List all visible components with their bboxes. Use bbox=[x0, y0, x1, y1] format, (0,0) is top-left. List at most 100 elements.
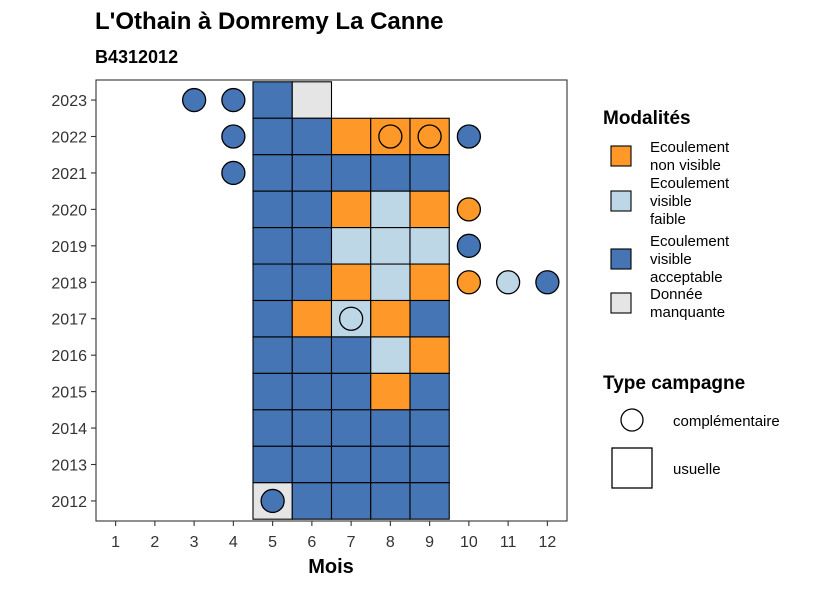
heatmap-cell bbox=[252, 372, 293, 411]
heatmap-cell bbox=[370, 190, 411, 229]
y-tick-label: 2023 bbox=[51, 93, 87, 110]
x-tick-label: 10 bbox=[460, 534, 478, 551]
campaign-point bbox=[181, 87, 207, 113]
heatmap-cell bbox=[409, 227, 450, 265]
campaign-point bbox=[456, 233, 482, 258]
heatmap-cell bbox=[330, 190, 372, 229]
heatmap-cell bbox=[252, 227, 293, 265]
campaign-point bbox=[495, 270, 521, 295]
campaign-point bbox=[535, 270, 560, 295]
heatmap-cell bbox=[370, 409, 411, 447]
y-tick-label: 2018 bbox=[51, 275, 87, 292]
heatmap-cell bbox=[370, 263, 411, 302]
heatmap-cell bbox=[291, 81, 333, 119]
heatmap-cell bbox=[252, 299, 293, 338]
heatmap-cell bbox=[252, 263, 293, 302]
y-tick-label: 2017 bbox=[51, 312, 87, 329]
x-tick-label: 7 bbox=[347, 534, 356, 551]
y-tick-label: 2012 bbox=[51, 494, 87, 511]
legend-label: visible bbox=[650, 193, 692, 210]
x-tick-label: 9 bbox=[425, 534, 434, 551]
campaign-points bbox=[181, 87, 560, 514]
heatmap-cell bbox=[291, 227, 333, 265]
campaign-point bbox=[456, 124, 482, 149]
legend-label: complémentaire bbox=[673, 413, 780, 430]
legend-label: Ecoulement bbox=[650, 175, 730, 192]
x-tick-label: 2 bbox=[150, 534, 159, 551]
campaign-point bbox=[221, 124, 246, 149]
x-tick-label: 12 bbox=[538, 534, 556, 551]
legend-key-ecoulement-non-visible bbox=[610, 145, 632, 167]
heatmap-cell bbox=[291, 263, 333, 302]
heatmap-cell bbox=[291, 117, 333, 156]
x-tick-label: 4 bbox=[229, 534, 238, 551]
heatmap-cell bbox=[409, 336, 450, 374]
legend-key-circle bbox=[620, 408, 644, 432]
legend-label: Ecoulement bbox=[650, 233, 730, 250]
heatmap-cell bbox=[330, 227, 372, 265]
heatmap-cell bbox=[409, 154, 450, 192]
heatmap-cell bbox=[252, 190, 293, 229]
heatmap-cell bbox=[330, 409, 372, 447]
legend-key-donnee-manquante bbox=[610, 292, 632, 314]
x-tick-label: 3 bbox=[190, 534, 199, 551]
y-tick-label: 2013 bbox=[51, 458, 87, 475]
legend-label: acceptable bbox=[650, 269, 723, 286]
heatmap-cell bbox=[409, 409, 450, 447]
plot-panel-border bbox=[95, 79, 568, 522]
x-axis-title: Mois bbox=[308, 556, 354, 578]
y-tick-label: 2016 bbox=[51, 348, 87, 365]
campaign-point bbox=[221, 87, 246, 113]
chart-title: L'Othain à Domremy La Canne bbox=[95, 8, 443, 35]
heatmap-cell bbox=[291, 299, 333, 338]
heatmap-cell bbox=[330, 336, 372, 374]
heatmap-cell bbox=[409, 263, 450, 302]
heatmap-cells bbox=[252, 81, 450, 520]
legend-label: manquante bbox=[650, 304, 725, 321]
heatmap-cell bbox=[291, 482, 333, 520]
heatmap-cell bbox=[330, 445, 372, 484]
y-axis: 2012 2013 2014 2015 2016 2017 2018 2019 2020 2021… bbox=[51, 93, 96, 511]
legend-label: visible bbox=[650, 251, 692, 268]
campaign-point bbox=[221, 160, 246, 186]
heatmap-cell bbox=[409, 299, 450, 338]
heatmap-cell bbox=[370, 154, 411, 192]
legend-key-ecoulement-visible-faible bbox=[610, 190, 632, 212]
y-tick-label: 2015 bbox=[51, 385, 87, 402]
legend-label: usuelle bbox=[673, 461, 721, 478]
legend-label: Ecoulement bbox=[650, 139, 730, 156]
heatmap-cell bbox=[291, 336, 333, 374]
heatmap-cell bbox=[409, 445, 450, 484]
heatmap-cell bbox=[370, 445, 411, 484]
y-tick-label: 2022 bbox=[51, 129, 87, 146]
x-tick-label: 5 bbox=[268, 534, 277, 551]
heatmap-cell bbox=[252, 409, 293, 447]
y-tick-label: 2014 bbox=[51, 421, 87, 438]
heatmap-cell bbox=[370, 372, 411, 411]
heatmap-cell bbox=[252, 81, 293, 119]
campaign-point bbox=[456, 270, 482, 295]
x-tick-label: 11 bbox=[500, 534, 517, 551]
heatmap-cell bbox=[330, 154, 372, 192]
legend-label: Donnée bbox=[650, 286, 703, 303]
x-tick-label: 8 bbox=[386, 534, 395, 551]
heatmap-cell bbox=[370, 336, 411, 374]
heatmap-cell bbox=[291, 445, 333, 484]
heatmap-cell bbox=[330, 482, 372, 520]
campaign-point bbox=[456, 197, 482, 222]
campaign-point bbox=[338, 306, 364, 331]
legend-title-campagne: Type campagne bbox=[603, 373, 745, 394]
y-tick-label: 2019 bbox=[51, 239, 87, 256]
y-tick-label: 2021 bbox=[51, 166, 87, 183]
x-axis: 1 2 3 4 5 6 7 8 9 10 11 12 bbox=[111, 521, 556, 551]
heatmap-cell bbox=[252, 336, 293, 374]
heatmap-cell bbox=[370, 482, 411, 520]
heatmap-cell bbox=[330, 263, 372, 302]
x-tick-label: 1 bbox=[111, 534, 120, 551]
y-tick-label: 2020 bbox=[51, 202, 87, 219]
heatmap-cell bbox=[330, 117, 372, 156]
heatmap-cell bbox=[291, 372, 333, 411]
heatmap-cell bbox=[252, 117, 293, 156]
